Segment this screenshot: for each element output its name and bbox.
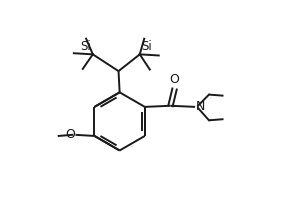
Text: Si: Si — [80, 40, 91, 53]
Text: N: N — [196, 100, 205, 113]
Text: Si: Si — [141, 40, 152, 53]
Text: O: O — [65, 128, 75, 141]
Text: O: O — [170, 73, 179, 86]
